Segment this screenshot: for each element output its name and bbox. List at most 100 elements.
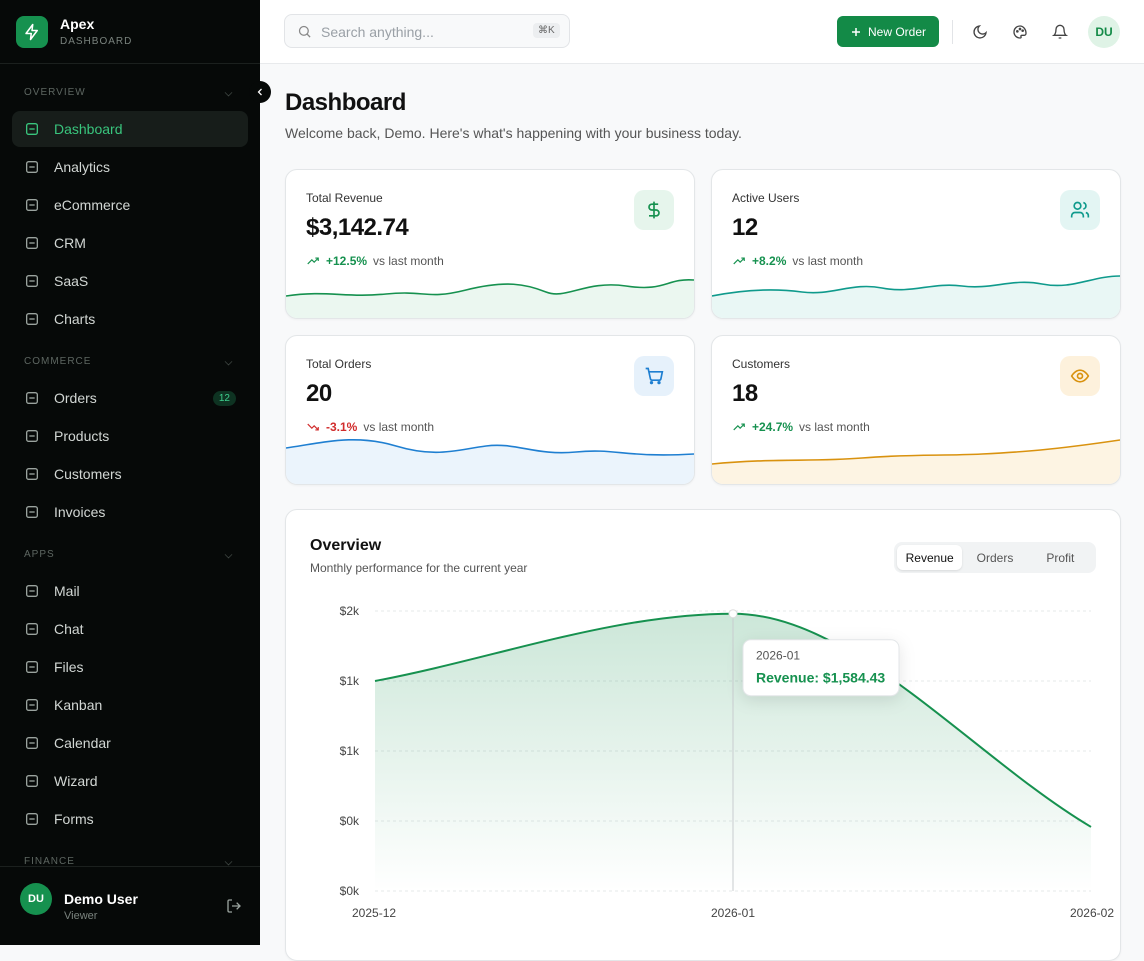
nav-item[interactable]: CRM bbox=[12, 225, 248, 261]
sparkline bbox=[286, 279, 694, 318]
stat-card: Total Revenue $3,142.74 +12.5% vs last mont… bbox=[285, 169, 695, 319]
nav-item[interactable]: Calendar bbox=[12, 725, 248, 761]
stat-value: $3,142.74 bbox=[306, 214, 409, 241]
stat-label: Customers bbox=[732, 357, 791, 371]
stat-label: Active Users bbox=[732, 191, 800, 205]
nav-icon bbox=[26, 468, 38, 480]
nav-icon bbox=[26, 775, 38, 787]
section-title: APPS bbox=[24, 549, 55, 560]
stat-change-value: +24.7% bbox=[752, 420, 794, 434]
nav-icon bbox=[26, 813, 38, 825]
y-tick-label: $0k bbox=[340, 884, 360, 898]
palette-icon[interactable] bbox=[1012, 24, 1028, 40]
nav-item[interactable]: Dashboard bbox=[12, 111, 248, 147]
page-subtitle: Welcome back, Demo. Here's what's happen… bbox=[285, 125, 742, 141]
nav: OVERVIEW Dashboard Analytics eCommerce CRM Sa… bbox=[0, 64, 260, 866]
nav-icon bbox=[26, 737, 38, 749]
trend-icon bbox=[733, 423, 745, 431]
stat-compare: vs last month bbox=[799, 420, 870, 434]
y-tick-label: $0k bbox=[340, 814, 360, 828]
sidebar: Apex DASHBOARD OVERVIEW Dashboard Analytic… bbox=[0, 0, 260, 945]
icon bbox=[645, 367, 664, 385]
section-title: FINANCE bbox=[24, 856, 75, 866]
avatar[interactable]: DU bbox=[1088, 16, 1120, 48]
overview-subtitle: Monthly performance for the current year bbox=[310, 561, 528, 575]
brand-subtitle: DASHBOARD bbox=[60, 36, 133, 47]
nav-item[interactable]: Customers bbox=[12, 456, 248, 492]
nav-item[interactable]: SaaS bbox=[12, 263, 248, 299]
search-placeholder: Search anything... bbox=[321, 24, 434, 40]
nav-label: Calendar bbox=[54, 735, 111, 751]
section-title: COMMERCE bbox=[24, 356, 92, 367]
icon bbox=[1070, 369, 1090, 383]
stat-icon bbox=[1060, 356, 1100, 396]
collapse-button[interactable] bbox=[249, 81, 271, 103]
button-label: New Order bbox=[867, 24, 926, 39]
tooltip-box bbox=[742, 639, 900, 697]
nav-item[interactable]: eCommerce bbox=[12, 187, 248, 223]
nav-icon bbox=[26, 392, 38, 404]
nav-icon bbox=[26, 661, 38, 673]
tabs: Revenue Orders Profit bbox=[894, 542, 1096, 573]
stat-change: -3.1% vs last month bbox=[306, 420, 434, 434]
stat-value: 18 bbox=[732, 380, 758, 407]
bell-icon[interactable] bbox=[1052, 24, 1068, 40]
nav-item[interactable]: Charts bbox=[12, 301, 248, 337]
stat-change-value: -3.1% bbox=[326, 420, 358, 434]
tooltip-title: 2026-01 bbox=[756, 649, 800, 663]
user-panel: DU Demo User Viewer bbox=[0, 866, 260, 945]
sparkline bbox=[712, 439, 1120, 484]
overview-chart: $0k $0k $1k $1k $2k 2025-12 2026-01 2026-02 2026… bbox=[340, 604, 1115, 920]
logo bbox=[16, 16, 48, 48]
nav-item[interactable]: Analytics bbox=[12, 149, 248, 185]
sparkline bbox=[712, 275, 1120, 318]
nav-label: Forms bbox=[54, 811, 94, 827]
tab[interactable]: Revenue bbox=[897, 545, 963, 570]
stat-change: +8.2% vs last month bbox=[732, 254, 863, 268]
divider bbox=[0, 63, 260, 64]
stat-card: Active Users 12 +8.2% vs last month bbox=[711, 169, 1121, 319]
sparkline bbox=[286, 438, 694, 484]
nav-item[interactable]: Products bbox=[12, 418, 248, 454]
tooltip-label: Revenue: $1,584.43 bbox=[756, 670, 885, 686]
nav-item[interactable]: Invoices bbox=[12, 494, 248, 530]
stat-label: Total Revenue bbox=[306, 191, 383, 205]
nav-label: Invoices bbox=[54, 504, 106, 520]
stat-icon bbox=[634, 356, 674, 396]
nav-item[interactable]: Chat bbox=[12, 611, 248, 647]
nav-item[interactable]: Forms bbox=[12, 801, 248, 837]
stat-change: +12.5% vs last month bbox=[306, 254, 444, 268]
y-tick-label: $1k bbox=[340, 674, 360, 688]
logout-icon[interactable] bbox=[226, 898, 242, 914]
nav-icon bbox=[26, 430, 38, 442]
nav-icon bbox=[26, 199, 38, 211]
section-title: OVERVIEW bbox=[24, 87, 86, 98]
search[interactable]: Search anything... ⌘K bbox=[284, 14, 570, 48]
nav-label: Products bbox=[54, 428, 110, 444]
nav-label: Wizard bbox=[54, 773, 98, 789]
nav-label: CRM bbox=[54, 235, 86, 251]
stat-compare: vs last month bbox=[373, 254, 444, 268]
nav-icon bbox=[26, 623, 38, 635]
tab[interactable]: Orders bbox=[976, 550, 1014, 565]
stat-card: Total Orders 20 -3.1% vs last month bbox=[285, 335, 695, 485]
tab[interactable]: Profit bbox=[1046, 550, 1075, 565]
nav-item[interactable]: Kanban bbox=[12, 687, 248, 723]
user-avatar: DU bbox=[20, 883, 52, 915]
nav-item[interactable]: Files bbox=[12, 649, 248, 685]
nav-item[interactable]: Orders 12 bbox=[12, 380, 248, 416]
new-order-button[interactable]: New Order bbox=[837, 16, 939, 47]
user-role: Viewer bbox=[64, 910, 98, 922]
nav-label: Analytics bbox=[54, 159, 111, 175]
trend-icon bbox=[307, 423, 319, 431]
y-tick-label: $2k bbox=[340, 604, 360, 618]
nav-label: Chat bbox=[54, 621, 84, 637]
nav-item[interactable]: Mail bbox=[12, 573, 248, 609]
theme-icon[interactable] bbox=[972, 24, 988, 40]
nav-item[interactable]: Wizard bbox=[12, 763, 248, 799]
stat-change: +24.7% vs last month bbox=[732, 420, 870, 434]
nav-icon bbox=[26, 237, 38, 249]
divider bbox=[952, 20, 953, 44]
stat-compare: vs last month bbox=[363, 420, 435, 434]
